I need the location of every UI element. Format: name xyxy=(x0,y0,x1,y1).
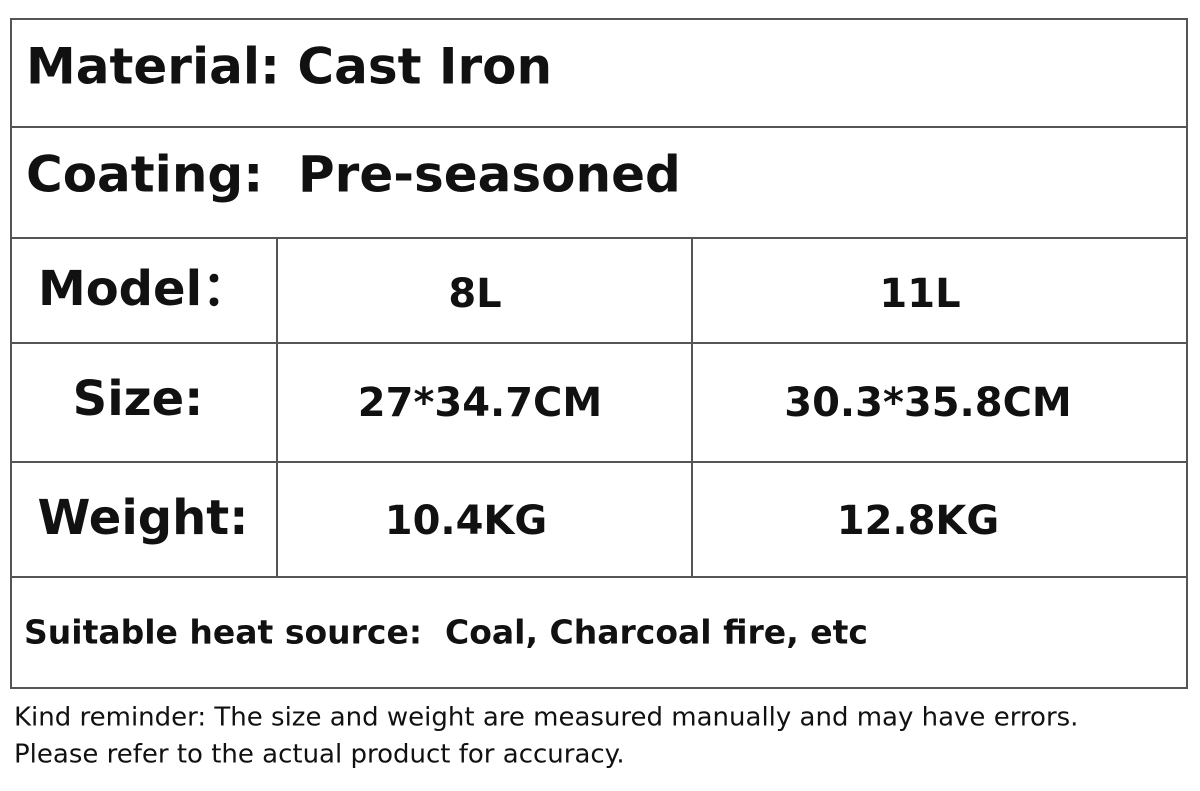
row-label: Weight: xyxy=(38,490,249,546)
cell: 12.8KG xyxy=(837,498,1000,544)
cell: 10.4KG xyxy=(385,498,548,544)
table-border xyxy=(10,18,1188,689)
cell: 27*34.7CM xyxy=(358,380,602,426)
heat-source: Suitable heat source: Coal, Charcoal fir… xyxy=(24,613,868,652)
cell: 11L xyxy=(879,271,960,317)
coating: Coating: Pre-seasoned xyxy=(26,146,681,204)
cell: 30.3*35.8CM xyxy=(784,380,1071,426)
reminder-line: Please refer to the actual product for a… xyxy=(14,740,625,770)
row-label: Size: xyxy=(73,371,204,427)
row-label: Model： xyxy=(38,261,250,317)
reminder-line: Kind reminder: The size and weight are m… xyxy=(14,703,1078,733)
material: Material: Cast Iron xyxy=(26,38,552,96)
cell: 8L xyxy=(448,271,501,317)
